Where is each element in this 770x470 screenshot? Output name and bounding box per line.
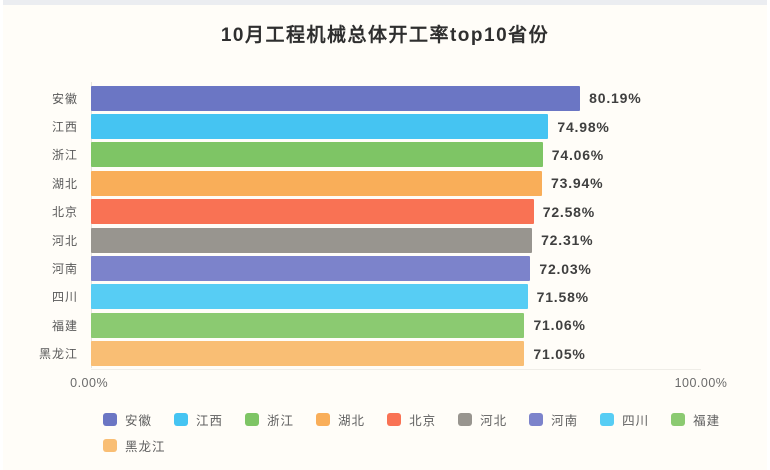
value-label: 71.06% (533, 317, 586, 334)
bar[interactable] (91, 114, 549, 140)
bar-track: 80.19% (91, 85, 701, 111)
bar-row: 四川 71.58% (3, 283, 701, 311)
bar[interactable] (91, 284, 528, 310)
legend-label: 安徽 (125, 413, 153, 428)
chart-title: 10月工程机械总体开工率top10省份 (220, 25, 550, 46)
bar-track: 71.58% (91, 284, 701, 310)
legend-swatch (174, 412, 189, 426)
bar[interactable] (91, 256, 531, 282)
bar-row: 河南 72.03% (3, 254, 701, 282)
bar-row: 江西 74.98% (3, 112, 701, 140)
y-axis-label: 北京 (51, 205, 78, 220)
value-label: 73.94% (551, 175, 604, 192)
plot-area: 安徽 80.19% 江西 74.98% 浙江 74.06% 湖北 73.94% 北京 72.58%… (3, 82, 701, 370)
legend: 安徽 江西 浙江 湖北 北京 河北 河南 四川 福建 黑龙江 (103, 410, 767, 455)
value-label: 74.98% (557, 118, 610, 135)
legend-swatch (245, 412, 260, 426)
x-axis: 0.00% 100.00% (70, 376, 727, 394)
legend-item[interactable]: 黑龙江 (103, 436, 166, 455)
value-label: 72.58% (542, 203, 596, 220)
value-label: 71.05% (533, 345, 586, 362)
bar[interactable] (91, 312, 525, 338)
bar-track: 72.58% (91, 199, 701, 225)
legend-item[interactable]: 河北 (458, 410, 507, 429)
legend-item[interactable]: 浙江 (245, 410, 294, 429)
bar[interactable] (91, 227, 533, 253)
bar-row: 北京 72.58% (3, 198, 701, 226)
legend-label: 河南 (551, 413, 579, 428)
legend-label: 河北 (480, 413, 508, 428)
legend-item[interactable]: 安徽 (103, 410, 152, 429)
value-label: 72.31% (541, 232, 594, 249)
bar[interactable] (91, 142, 543, 168)
legend-label: 福建 (693, 413, 721, 428)
bar[interactable] (91, 85, 581, 111)
value-label: 72.03% (539, 260, 592, 277)
y-axis-label: 江西 (51, 120, 78, 135)
value-label: 74.06% (551, 146, 605, 163)
bar-row: 安徽 80.19% (3, 84, 701, 112)
legend-label: 北京 (409, 413, 437, 428)
legend-swatch (103, 438, 117, 452)
bar-row: 河北 72.31% (3, 226, 701, 254)
legend-row-2: 黑龙江 (103, 436, 767, 455)
legend-label: 湖北 (338, 413, 366, 428)
legend-label: 黑龙江 (125, 439, 166, 454)
bar-track: 72.03% (91, 256, 701, 282)
legend-swatch (103, 412, 117, 426)
bar-row: 湖北 73.94% (3, 169, 701, 197)
bar[interactable] (91, 199, 534, 225)
legend-item[interactable]: 四川 (600, 410, 649, 429)
legend-item[interactable]: 福建 (671, 410, 720, 429)
legend-label: 四川 (622, 413, 650, 428)
legend-swatch (458, 412, 473, 426)
x-axis-tick-min: 0.00% (70, 375, 109, 390)
legend-swatch (671, 412, 686, 426)
legend-swatch (387, 412, 402, 426)
bar-track: 72.31% (91, 227, 701, 253)
plot-rows: 安徽 80.19% 江西 74.98% 浙江 74.06% 湖北 73.94% 北京 72.58%… (3, 84, 701, 368)
bar-row: 黑龙江 71.05% (3, 340, 701, 368)
bar[interactable] (91, 341, 525, 367)
bar-row: 福建 71.06% (3, 311, 701, 339)
bar-row: 浙江 74.06% (3, 141, 701, 169)
legend-item[interactable]: 北京 (387, 410, 436, 429)
value-label: 80.19% (589, 90, 642, 107)
y-axis-label: 安徽 (51, 91, 78, 106)
y-axis-label: 黑龙江 (38, 347, 78, 362)
y-axis-label: 福建 (51, 318, 78, 333)
y-axis-label: 湖北 (51, 176, 78, 191)
bar-track: 71.05% (91, 341, 701, 367)
legend-swatch (600, 412, 615, 426)
value-label: 71.58% (536, 288, 589, 305)
y-axis-label: 河南 (51, 262, 78, 277)
bar-track: 74.06% (91, 142, 701, 168)
bar-track: 74.98% (91, 114, 701, 140)
bar-track: 73.94% (91, 170, 701, 196)
legend-row-1: 安徽 江西 浙江 湖北 北京 河北 河南 四川 福建 (103, 410, 767, 429)
bar[interactable] (91, 170, 543, 196)
y-axis-label: 浙江 (51, 148, 78, 163)
y-axis-label: 河北 (51, 233, 78, 248)
legend-swatch (529, 412, 544, 426)
legend-item[interactable]: 湖北 (316, 410, 365, 429)
bar-track: 71.06% (91, 312, 701, 338)
y-axis-label: 四川 (51, 290, 78, 305)
legend-swatch (316, 412, 331, 426)
x-axis-tick-max: 100.00% (674, 375, 728, 390)
legend-label: 浙江 (267, 413, 295, 428)
legend-item[interactable]: 河南 (529, 410, 578, 429)
window-top-strip (3, 0, 767, 5)
legend-label: 江西 (196, 413, 224, 428)
legend-item[interactable]: 江西 (174, 410, 223, 429)
